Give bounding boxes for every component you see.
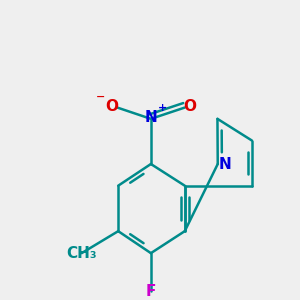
Text: O: O xyxy=(106,99,118,114)
Text: O: O xyxy=(184,99,196,114)
Text: N: N xyxy=(218,157,231,172)
Text: +: + xyxy=(158,103,167,113)
Text: N: N xyxy=(145,110,157,125)
Text: CH₃: CH₃ xyxy=(66,246,97,261)
Text: −: − xyxy=(95,92,105,102)
Text: F: F xyxy=(146,284,156,299)
